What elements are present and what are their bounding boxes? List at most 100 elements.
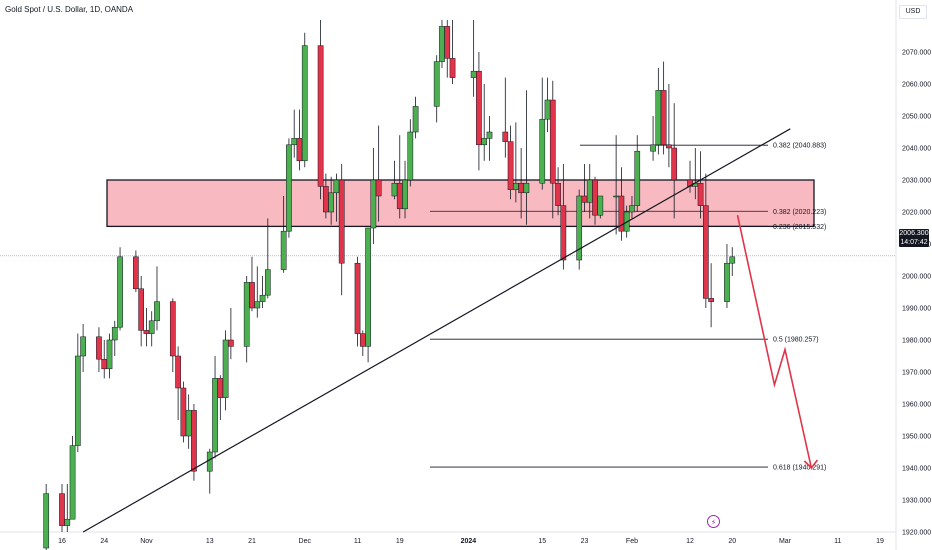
projection-arrowhead: [803, 459, 819, 470]
candle-up: [402, 179, 408, 210]
resistance-zone: [106, 179, 815, 228]
candle-up: [486, 131, 493, 139]
candle-down: [323, 186, 329, 213]
candle-up: [291, 138, 298, 146]
x-tick-label: 16: [58, 538, 66, 545]
y-tick-label: 1930.000: [902, 498, 931, 505]
x-tick-label: 21: [248, 538, 256, 545]
x-tick-label: 20: [728, 538, 736, 545]
candle-up: [539, 118, 546, 184]
candle-down: [296, 138, 303, 162]
candle-down: [702, 205, 709, 299]
x-tick-label: 12: [686, 538, 694, 545]
fib-level-label: 0.618 (1940.291): [773, 465, 826, 472]
currency-button[interactable]: USD: [899, 5, 927, 19]
candle-up: [655, 90, 662, 146]
candle-up: [206, 451, 213, 472]
candle-down: [101, 358, 108, 370]
candle-down: [708, 298, 714, 302]
candle-up: [243, 282, 250, 347]
x-tick-label: 19: [396, 538, 404, 545]
x-tick-label: 15: [538, 538, 546, 545]
candle-up: [576, 195, 583, 261]
candle-up: [280, 230, 287, 270]
candle-up: [74, 355, 81, 446]
candle-down: [518, 182, 524, 194]
x-tick-label: 23: [581, 538, 589, 545]
candle-down: [549, 99, 556, 184]
candle-down: [217, 378, 224, 398]
y-tick-label: 1940.000: [902, 466, 931, 473]
y-tick-label: 2070.000: [902, 50, 931, 57]
y-tick-label: 2050.000: [902, 114, 931, 121]
x-tick-label: 24: [100, 538, 108, 545]
candle-up: [80, 336, 86, 357]
y-tick-label: 1920.000: [902, 530, 931, 537]
candle-up: [629, 205, 635, 213]
candle-down: [228, 339, 234, 347]
candle-down: [354, 262, 361, 334]
candle-up: [439, 26, 445, 62]
candle-up: [64, 518, 71, 526]
candle-up: [433, 61, 440, 107]
candle-up: [544, 99, 551, 120]
candle-down: [175, 355, 181, 389]
x-tick-label: Feb: [626, 538, 638, 545]
candle-up: [597, 195, 604, 216]
candle-down: [560, 205, 567, 261]
candle-down: [133, 256, 139, 290]
candle-up: [586, 179, 593, 203]
y-tick-label: 1960.000: [902, 402, 931, 409]
candle-up: [407, 131, 414, 181]
candle-up: [111, 326, 118, 341]
support-trendline: [82, 128, 791, 533]
candle-up: [264, 269, 271, 296]
fib-level-label: 0.236 (2015.532): [773, 224, 826, 231]
candle-down: [476, 70, 482, 146]
fib-level-label: 0.382 (2020.223): [773, 209, 826, 216]
fib-level-label: 0.382 (2040.883): [773, 143, 826, 150]
y-tick-label: 2030.000: [902, 178, 931, 185]
fib-level-label: 0.5 (1980.257): [773, 337, 819, 344]
y-tick-label: 1990.000: [902, 306, 931, 313]
candle-up: [286, 144, 292, 232]
y-tick-label: 2000.000: [902, 274, 931, 281]
candle-up: [365, 227, 371, 347]
candle-up: [391, 182, 398, 197]
candle-up: [370, 179, 377, 229]
y-tick-label: 2060.000: [902, 82, 931, 89]
candle-down: [96, 336, 102, 360]
x-tick-label: 11: [834, 538, 841, 545]
candle-down: [449, 58, 456, 78]
candle-down: [697, 182, 704, 206]
x-tick-label: Dec: [299, 538, 312, 545]
candle-up: [222, 339, 229, 398]
candle-up: [470, 70, 477, 78]
candle-up: [513, 182, 519, 190]
chart-title: Gold Spot / U.S. Dollar, 1D, OANDA: [5, 5, 134, 14]
candle-down: [359, 333, 366, 347]
candle-up: [117, 256, 123, 328]
last-price-value: 2006.300: [899, 230, 929, 237]
candle-up: [729, 256, 736, 264]
candle-down: [143, 330, 150, 334]
candle-up: [106, 339, 113, 370]
y-tick-label: 1970.000: [902, 370, 931, 377]
candle-up: [212, 378, 218, 453]
candle-down: [138, 288, 145, 331]
x-tick-label: 19: [876, 538, 884, 545]
candle-up: [650, 144, 656, 152]
x-tick-label: 13: [206, 538, 214, 545]
y-tick-label: 2040.000: [902, 146, 931, 153]
projection-path: [736, 215, 813, 469]
candle-up: [523, 182, 530, 194]
candle-down: [191, 410, 197, 472]
candle-down: [581, 195, 588, 203]
lightning-icon[interactable]: ⚡: [707, 515, 720, 528]
candle-up: [613, 195, 619, 198]
candle-down: [396, 182, 403, 210]
candle-up: [43, 493, 50, 549]
candle-down: [249, 282, 255, 309]
